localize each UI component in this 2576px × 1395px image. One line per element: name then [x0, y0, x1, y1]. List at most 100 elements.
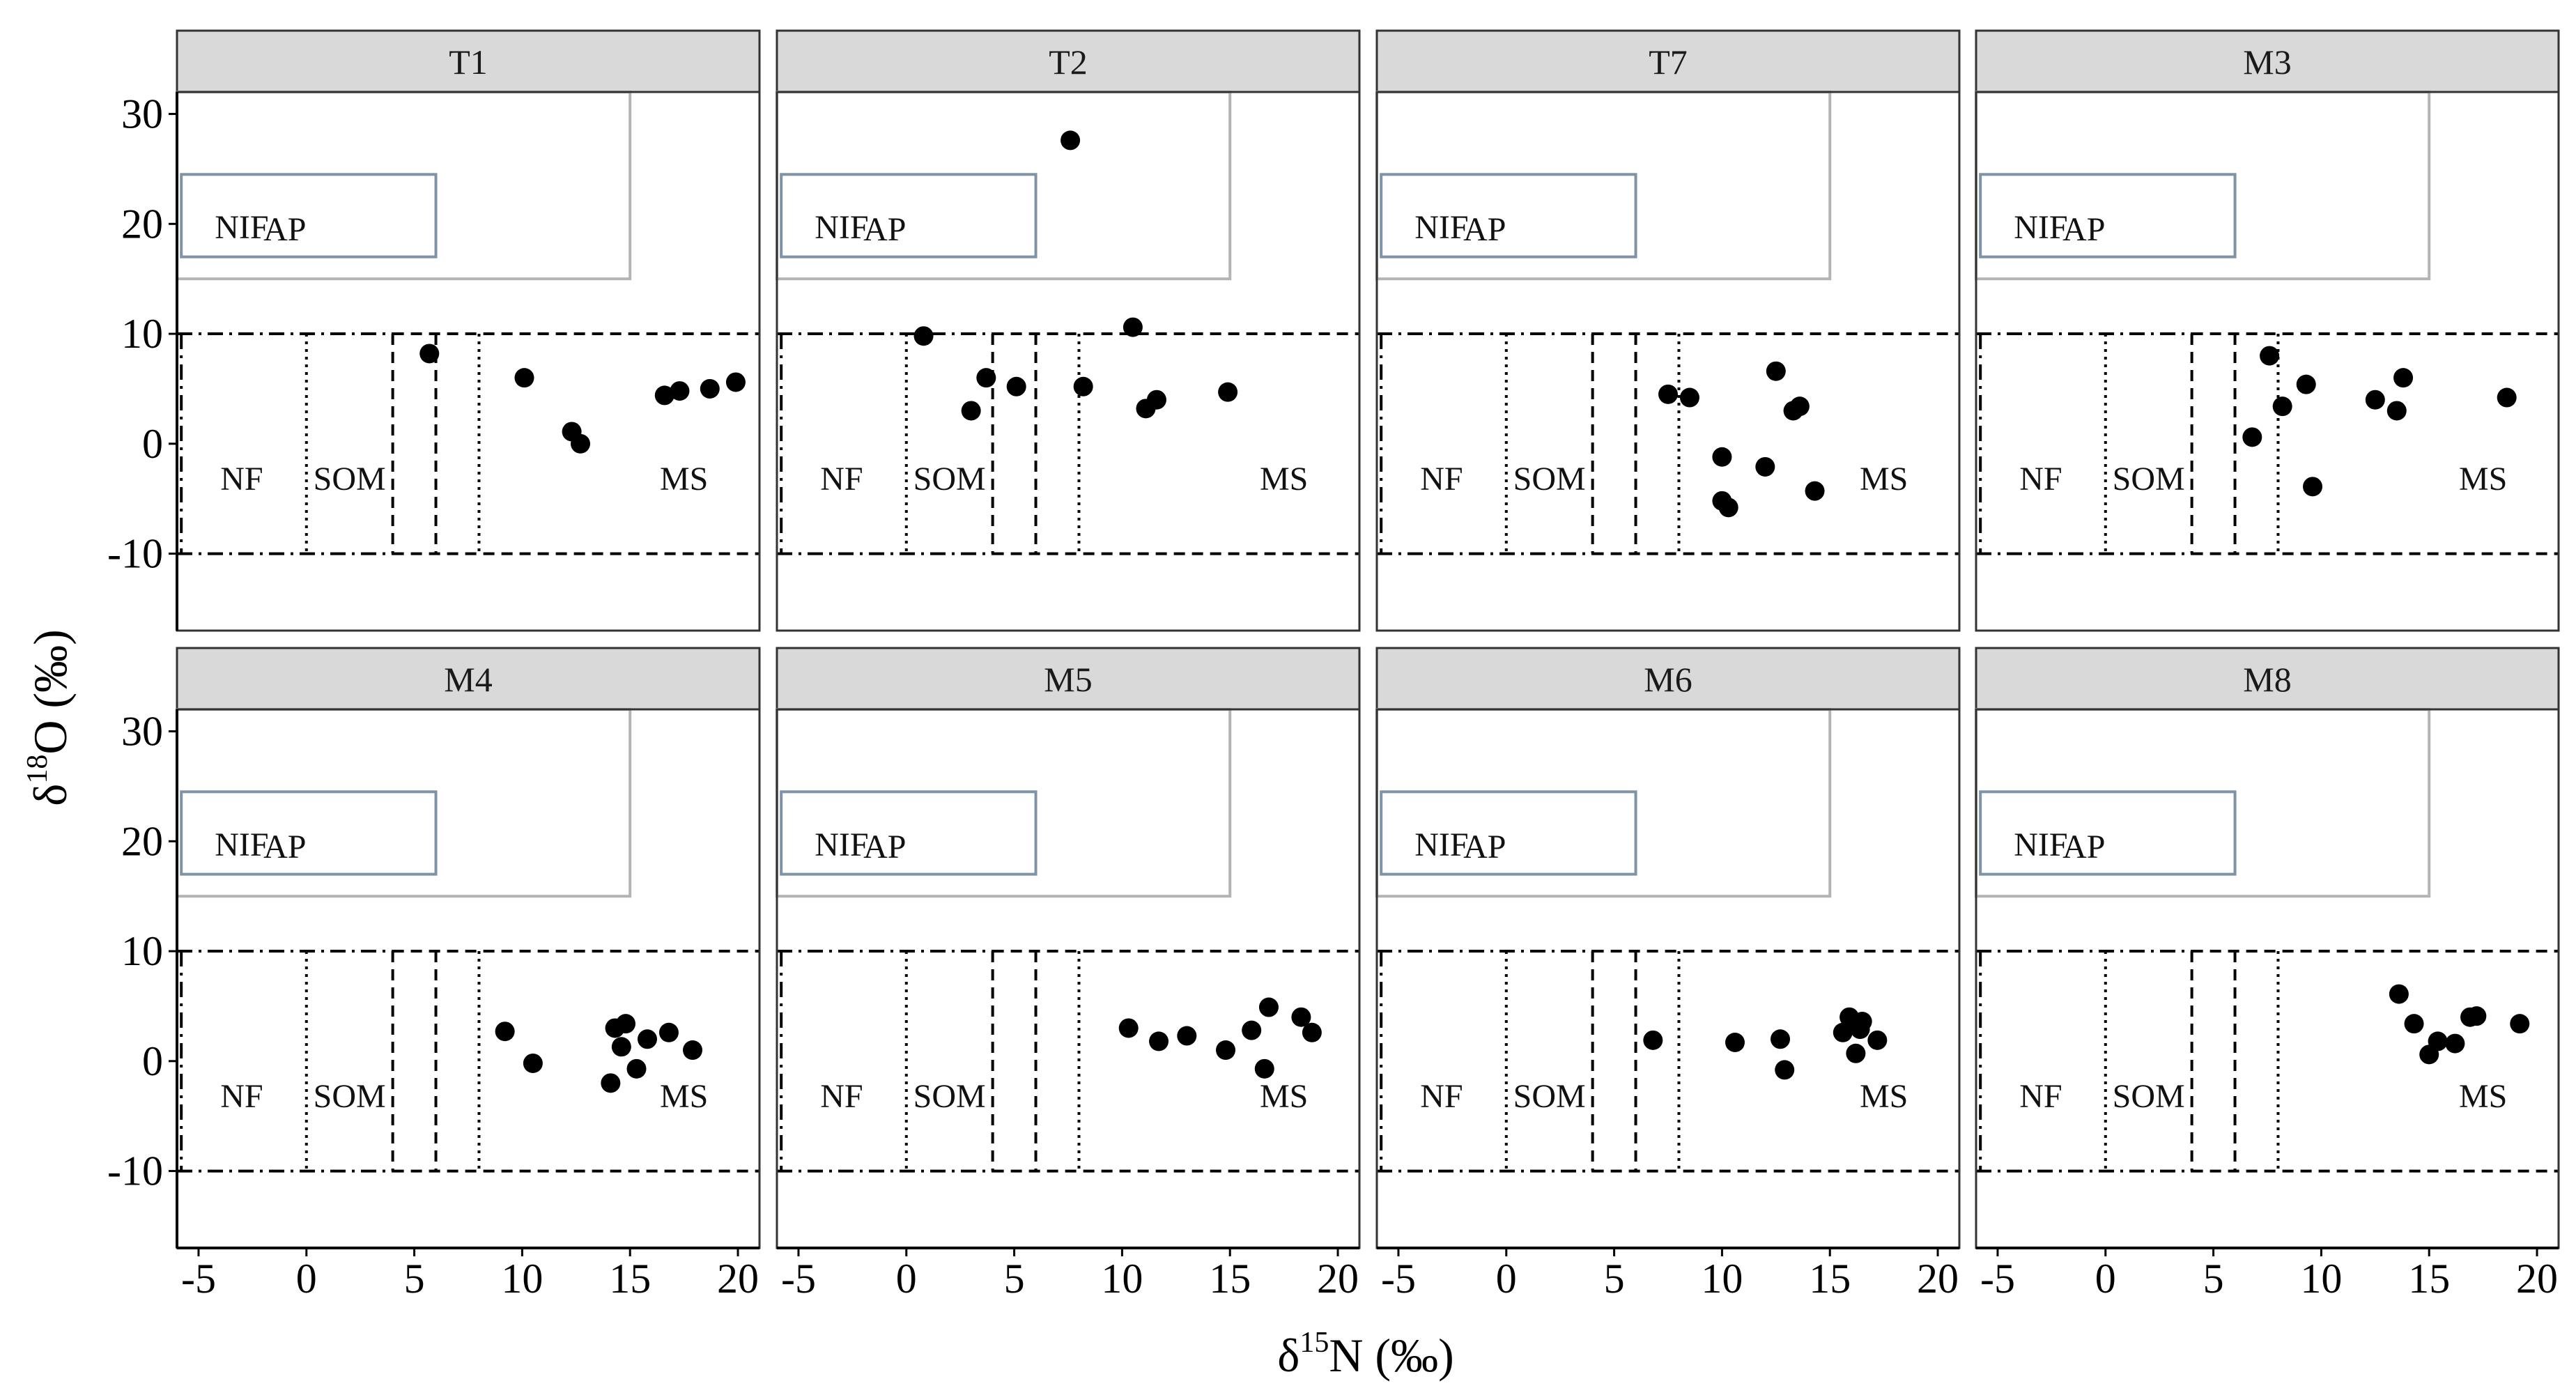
data-point: [1218, 382, 1238, 402]
y-tick-label: 0: [142, 421, 163, 467]
data-point: [1846, 1043, 1866, 1063]
data-point: [1006, 376, 1026, 396]
x-tick-label: 20: [2516, 1256, 2558, 1302]
data-point: [1291, 1007, 1311, 1027]
x-tick-label: 5: [404, 1256, 425, 1302]
ap-label: AP: [863, 828, 906, 865]
data-point: [1771, 1029, 1791, 1049]
som-label: SOM: [314, 1078, 386, 1115]
data-point: [1242, 1020, 1262, 1040]
data-point: [1177, 1026, 1197, 1046]
som-label: SOM: [1513, 1078, 1586, 1115]
data-point: [700, 378, 720, 399]
data-point: [683, 1040, 703, 1061]
data-point: [2428, 1031, 2448, 1051]
data-point: [1805, 481, 1825, 501]
facet-title: M6: [1644, 660, 1692, 699]
som-label: SOM: [913, 1078, 986, 1115]
nif-label: NIF: [815, 826, 868, 863]
som-label: SOM: [2113, 461, 2185, 498]
data-point: [571, 433, 591, 454]
data-point: [1718, 498, 1738, 518]
nif-region: [780, 173, 1038, 259]
y-tick-label: 30: [121, 709, 163, 755]
nif-label: NIF: [1414, 209, 1468, 246]
ap-label: AP: [1463, 211, 1506, 248]
panel-border: [776, 91, 1361, 632]
x-tick-label: 15: [1209, 1256, 1251, 1302]
nif-label: NIF: [215, 826, 268, 863]
ap-label: AP: [263, 828, 306, 865]
ms-label: MS: [1260, 461, 1308, 498]
data-point: [670, 381, 690, 401]
nf-label: NF: [2019, 461, 2062, 498]
som-label: SOM: [913, 461, 986, 498]
panel-border: [1975, 91, 2560, 632]
x-tick-label: 20: [1317, 1256, 1359, 1302]
ms-label: MS: [1860, 461, 1908, 498]
x-tick-label: 5: [2203, 1256, 2224, 1302]
x-tick-label: 0: [2095, 1256, 2116, 1302]
y-tick-label: 30: [121, 91, 163, 137]
nif-region: [180, 173, 438, 259]
facet-strip: [1375, 647, 1961, 711]
data-point: [1258, 997, 1279, 1017]
x-tick-label: 5: [1004, 1256, 1025, 1302]
nif-region: [180, 790, 438, 876]
data-point: [2303, 477, 2323, 497]
data-point: [1254, 1058, 1274, 1079]
data-point: [2389, 984, 2409, 1004]
panel-background: [1377, 709, 1959, 1248]
x-tick-label: 0: [296, 1256, 317, 1302]
y-tick-label: 20: [121, 201, 163, 247]
x-tick-label: 10: [1701, 1256, 1743, 1302]
data-point: [913, 326, 934, 346]
panel-border: [1375, 91, 1961, 632]
x-tick-label: -5: [781, 1256, 816, 1302]
y-tick-label: 0: [142, 1038, 163, 1084]
facet-title: T2: [1049, 43, 1088, 82]
x-tick-label: -5: [181, 1256, 216, 1302]
y-tick-label: -10: [107, 531, 163, 577]
ap-label: AP: [2062, 828, 2105, 865]
facet-title: T1: [449, 43, 488, 82]
x-tick-label: 10: [1101, 1256, 1143, 1302]
nif-region: [1380, 173, 1637, 259]
data-point: [601, 1073, 621, 1093]
nif-label: NIF: [2014, 826, 2067, 863]
nf-label: NF: [220, 1078, 263, 1115]
facet-strip: [1975, 647, 2560, 711]
data-point: [2497, 387, 2517, 408]
data-point: [1725, 1032, 1745, 1052]
data-point: [658, 1022, 679, 1042]
panel-background: [1976, 709, 2559, 1248]
data-point: [1302, 1022, 1322, 1042]
x-tick-label: 10: [501, 1256, 543, 1302]
data-point: [1852, 1012, 1872, 1032]
facet-strip: [1975, 29, 2560, 93]
ms-label: MS: [1860, 1078, 1908, 1115]
data-point: [514, 368, 534, 388]
facet-strip: [776, 29, 1361, 93]
data-point: [2510, 1014, 2530, 1034]
data-point: [725, 372, 746, 392]
x-tick-label: 15: [2408, 1256, 2450, 1302]
data-point: [1833, 1022, 1853, 1042]
panel-background: [777, 709, 1359, 1248]
nif-region: [1380, 790, 1637, 876]
ms-label: MS: [660, 1078, 708, 1115]
data-point: [1643, 1030, 1663, 1050]
data-point: [2445, 1033, 2465, 1054]
data-point: [654, 385, 674, 406]
ms-label: MS: [2459, 1078, 2507, 1115]
nif-region: [780, 790, 1038, 876]
data-point: [495, 1022, 515, 1042]
data-point: [1755, 456, 1775, 477]
